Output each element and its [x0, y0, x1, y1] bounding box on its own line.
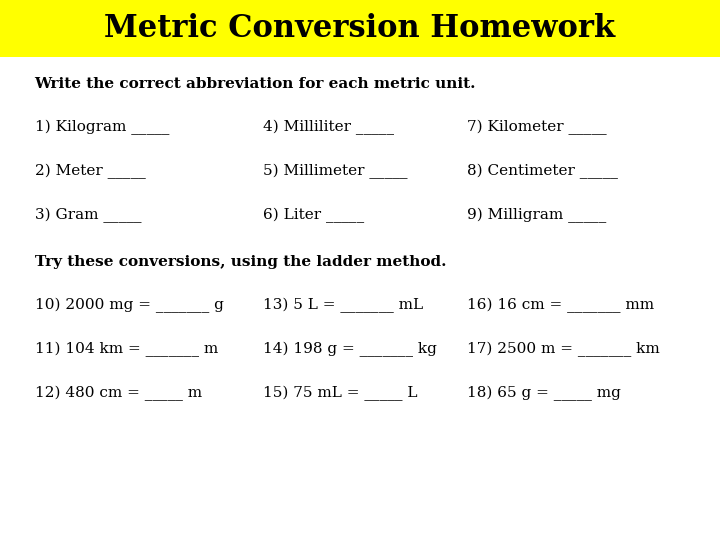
Text: 4) Milliliter _____: 4) Milliliter _____	[263, 119, 394, 134]
Text: 2) Meter _____: 2) Meter _____	[35, 164, 145, 179]
Bar	[0, 0, 720, 57]
Text: 13) 5 L = _______ mL: 13) 5 L = _______ mL	[263, 298, 423, 313]
Text: 14) 198 g = _______ kg: 14) 198 g = _______ kg	[263, 342, 436, 357]
Text: 5) Millimeter _____: 5) Millimeter _____	[263, 164, 408, 179]
Text: 15) 75 mL = _____ L: 15) 75 mL = _____ L	[263, 386, 418, 401]
Text: 6) Liter _____: 6) Liter _____	[263, 208, 364, 223]
Text: Metric Conversion Homework: Metric Conversion Homework	[104, 13, 616, 44]
Text: 3) Gram _____: 3) Gram _____	[35, 208, 141, 223]
Text: 18) 65 g = _____ mg: 18) 65 g = _____ mg	[467, 386, 621, 401]
Text: 17) 2500 m = _______ km: 17) 2500 m = _______ km	[467, 342, 660, 357]
Text: 11) 104 km = _______ m: 11) 104 km = _______ m	[35, 342, 218, 357]
Text: 9) Milligram _____: 9) Milligram _____	[467, 208, 606, 223]
Text: 16) 16 cm = _______ mm: 16) 16 cm = _______ mm	[467, 298, 654, 313]
Text: 7) Kilometer _____: 7) Kilometer _____	[467, 119, 606, 134]
Text: 10) 2000 mg = _______ g: 10) 2000 mg = _______ g	[35, 298, 223, 313]
Text: 8) Centimeter _____: 8) Centimeter _____	[467, 164, 618, 179]
Text: Write the correct abbreviation for each metric unit.: Write the correct abbreviation for each …	[35, 77, 476, 91]
Text: Try these conversions, using the ladder method.: Try these conversions, using the ladder …	[35, 255, 446, 269]
Text: 12) 480 cm = _____ m: 12) 480 cm = _____ m	[35, 386, 202, 401]
Text: 1) Kilogram _____: 1) Kilogram _____	[35, 119, 169, 134]
